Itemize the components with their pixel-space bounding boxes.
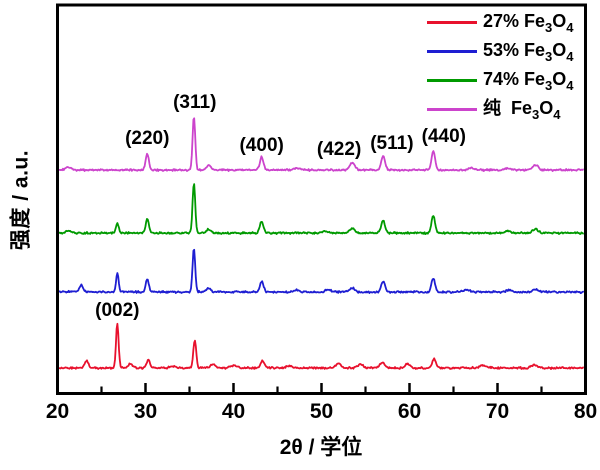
legend-text: 74% Fe: [483, 68, 546, 89]
legend-text: 27% Fe: [483, 10, 546, 31]
legend-sub: 4: [566, 48, 574, 64]
legend-label: 74% Fe3O4: [483, 70, 574, 92]
series-line-2: [58, 183, 585, 235]
legend-line-blue: [427, 50, 477, 53]
legend-text: 纯 Fe: [483, 97, 533, 118]
y-axis-title: 强度 / a.u.: [9, 149, 33, 251]
legend-item-53pct: 53% Fe3O4: [427, 37, 574, 66]
legend-text: O: [539, 97, 554, 118]
legend-label: 53% Fe3O4: [483, 41, 574, 63]
series-line-1: [58, 248, 585, 295]
series-line-3: [58, 117, 584, 172]
peak-label-220: (220): [125, 128, 170, 149]
plot-frame: [56, 3, 587, 395]
x-tick-label-40: 40: [221, 400, 246, 423]
peak-label-440: (440): [421, 126, 466, 147]
peak-label-311: (311): [173, 92, 217, 113]
x-tick-label-50: 50: [309, 400, 334, 423]
x-axis-title: 2θ / 学位: [279, 436, 363, 459]
legend-sub: 4: [553, 106, 561, 122]
legend-line-red: [427, 21, 477, 24]
x-tick-label-60: 60: [397, 400, 422, 423]
legend: 27% Fe3O4 53% Fe3O4 74% Fe3O4 纯 Fe3O4: [427, 8, 574, 124]
legend-label: 纯 Fe3O4: [483, 99, 561, 121]
legend-sub: 3: [545, 48, 553, 64]
legend-text: O: [552, 39, 567, 60]
legend-text: O: [552, 10, 567, 31]
legend-item-pure: 纯 Fe3O4: [427, 95, 574, 124]
legend-sub: 3: [545, 19, 553, 35]
peak-label-400: (400): [239, 135, 284, 156]
legend-sub: 3: [532, 106, 540, 122]
peak-label-511: (511): [370, 133, 414, 154]
legend-sub: 4: [566, 19, 574, 35]
legend-item-74pct: 74% Fe3O4: [427, 66, 574, 95]
legend-sub: 4: [566, 77, 574, 93]
x-tick-label-70: 70: [485, 400, 510, 423]
peak-label-422: (422): [316, 139, 362, 160]
peak-label-002: (002): [95, 300, 140, 321]
legend-label: 27% Fe3O4: [483, 12, 574, 34]
x-tick-label-30: 30: [133, 400, 158, 423]
x-tick-label-20: 20: [45, 400, 70, 423]
legend-line-magenta: [427, 108, 477, 111]
legend-sub: 3: [545, 77, 553, 93]
legend-line-green: [427, 79, 477, 82]
series-line-0: [58, 322, 585, 370]
legend-text: O: [552, 68, 567, 89]
x-tick-label-80: 80: [573, 400, 598, 423]
legend-text: 53% Fe: [483, 39, 546, 60]
legend-item-27pct: 27% Fe3O4: [427, 8, 574, 37]
